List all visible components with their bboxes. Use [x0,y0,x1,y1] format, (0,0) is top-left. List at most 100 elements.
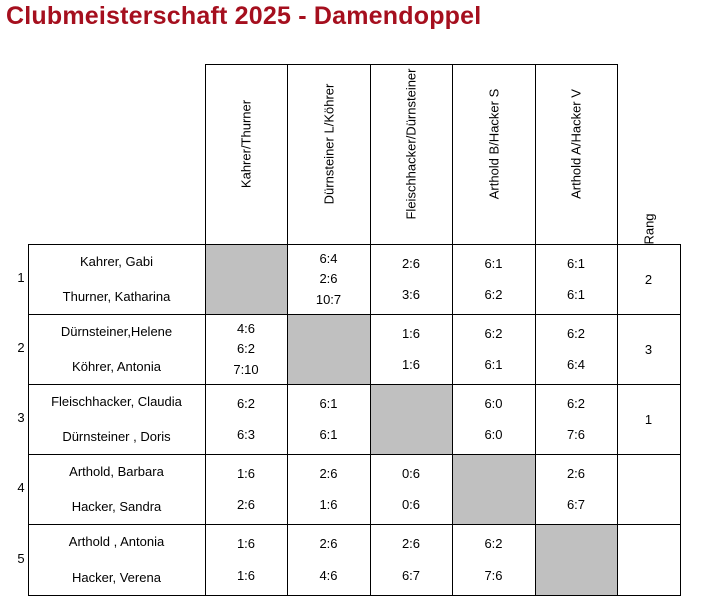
player-name: Arthold, Barbara [69,464,164,479]
self-match-cell [205,244,287,314]
column-header: Kahrer/Thurner [238,99,254,189]
grid-line [534,64,536,596]
self-match-cell [370,384,452,454]
set-score: 2:6 [401,536,421,552]
set-score: 1:6 [401,326,421,341]
set-score: 6:4 [319,250,338,266]
player-name: Dürnsteiner,Helene [60,324,173,339]
player-name: Thurner, Katharina [62,289,171,304]
set-score: 1:6 [319,497,338,512]
set-score: 1:6 [236,567,256,583]
row-number: 2 [17,340,25,355]
set-score: 7:6 [566,427,586,442]
set-score: 0:6 [401,466,421,481]
set-score: 7:6 [484,567,503,583]
grid-line [616,64,618,596]
set-score: 6:1 [566,256,586,271]
grid-line [204,64,206,596]
row-number: 3 [17,410,25,425]
column-header: Dürnsteiner L/Köhrer [321,83,336,205]
grid-line [27,244,29,596]
player-name: Hacker, Sandra [71,499,162,514]
grid-line [286,64,288,596]
rank-cell: 3 [617,314,680,384]
self-match-cell [535,524,617,595]
match-result-cell: 6:2 7:6 [535,384,617,454]
set-score: 6:0 [484,427,503,442]
match-result-cell: 2:6 6:7 [535,454,617,524]
rank-value: 2 [644,271,653,287]
grid-line [679,244,681,596]
self-match-cell [452,454,535,524]
set-score: 6:7 [566,497,586,512]
grid-line [27,384,681,385]
match-result-cell: 2:6 1:6 [287,454,370,524]
grid-line [369,64,371,596]
rank-cell: 2 [617,244,680,314]
column-header: Fleischhacker/Dürnsteiner [403,68,419,220]
set-score: 6:2 [484,287,503,302]
match-result-cell: 6:2 6:1 [452,314,535,384]
rank-value: 3 [644,341,653,357]
set-score: 6:2 [484,326,503,341]
player-name: Arthold , Antonia [68,534,165,550]
set-score: 6:1 [566,287,586,302]
match-result-cell: 6:1 6:1 [287,384,370,454]
set-score: 6:1 [484,256,503,271]
set-score: 6:2 [566,396,586,411]
set-score: 6:2 [236,341,256,357]
grid-line [27,244,681,245]
rank-cell [617,454,680,524]
column-header: Arthold B/Hacker S [486,88,501,200]
set-score: 6:2 [566,326,586,341]
pair-names: Kahrer, Gabi Thurner, Katharina [28,244,205,314]
match-result-cell: 2:6 6:7 [370,524,452,595]
match-result-cell: 6:0 6:0 [452,384,535,454]
rank-cell: 1 [617,384,680,454]
player-name: Hacker, Verena [72,569,161,585]
match-result-cell: 2:6 4:6 [287,524,370,595]
set-score: 6:2 [484,536,503,552]
set-score: 6:7 [401,567,421,583]
rank-value: 1 [644,411,653,427]
set-score: 2:6 [236,497,256,512]
grid-line [27,314,681,315]
set-score: 1:6 [236,536,256,552]
set-score: 2:6 [319,271,338,287]
set-score: 4:6 [236,320,256,336]
pair-names: Arthold, Barbara Hacker, Sandra [28,454,205,524]
set-score: 2:6 [566,466,586,481]
match-result-cell: 1:6 1:6 [205,524,287,595]
set-score: 6:1 [319,427,338,442]
set-score: 6:1 [484,357,503,372]
match-result-cell: 6:2 7:6 [452,524,535,595]
row-number: 1 [17,270,25,285]
match-result-cell: 6:1 6:1 [535,244,617,314]
match-result-cell: 6:2 6:3 [205,384,287,454]
rank-cell [617,524,680,595]
set-score: 2:6 [319,536,338,552]
grid-line [451,64,453,596]
self-match-cell [287,314,370,384]
player-name: Kahrer, Gabi [80,254,153,269]
set-score: 1:6 [236,466,256,481]
set-score: 6:3 [236,427,256,442]
match-result-cell: 1:6 2:6 [205,454,287,524]
match-result-cell: 2:6 3:6 [370,244,452,314]
set-score: 10:7 [315,292,342,308]
pair-names: Arthold , Antonia Hacker, Verena [28,524,205,595]
pair-names: Dürnsteiner,Helene Köhrer, Antonia [28,314,205,384]
set-score: 2:6 [401,256,421,271]
player-name: Köhrer, Antonia [72,359,161,374]
set-score: 4:6 [319,567,338,583]
match-result-cell: 6:4 2:6 10:7 [287,244,370,314]
grid-line [204,64,618,65]
set-score: 6:1 [319,396,338,411]
grid-line [27,595,681,596]
grid-line [27,524,681,525]
row-number: 5 [17,550,25,566]
page-title: Clubmeisterschaft 2025 - Damendoppel [6,2,482,30]
pair-names: Fleischhacker, Claudia Dürnsteiner , Dori… [28,384,205,454]
grid-line [27,454,681,455]
set-score: 3:6 [401,287,421,302]
